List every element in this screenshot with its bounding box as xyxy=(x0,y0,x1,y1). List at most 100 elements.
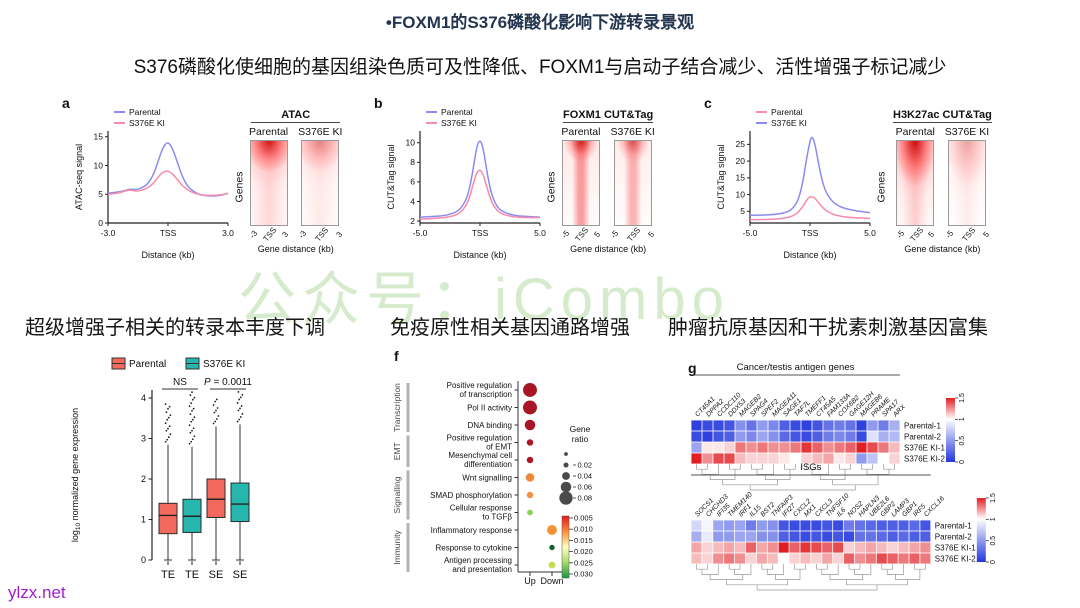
svg-text:CUT&Tag signal: CUT&Tag signal xyxy=(386,144,396,209)
svg-text:NS: NS xyxy=(173,377,187,388)
svg-text:TE: TE xyxy=(185,569,199,581)
panel-g: g Cancer/testis antigen genes CT45A1 DPPA2… xyxy=(683,358,1080,606)
page-title: •FOXM1的S376磷酸化影响下游转录景观 xyxy=(385,13,695,32)
panel-c: c 5 10 15 20 25 -5.0 TSS 5.0 CUT&Tag signal Dista… xyxy=(700,95,1015,268)
svg-text:10: 10 xyxy=(736,189,746,199)
se_box-svg: Parental S376E KI 0 1 2 3 4 log10 normalized ge… xyxy=(70,357,252,581)
svg-text:Gene: Gene xyxy=(570,424,591,434)
svg-text:5.0: 5.0 xyxy=(864,228,876,238)
svg-text:0.08: 0.08 xyxy=(578,494,593,503)
svg-text:SE: SE xyxy=(233,569,248,581)
svg-text:-3.0: -3.0 xyxy=(101,228,116,238)
svg-text:of EMT: of EMT xyxy=(486,443,512,452)
isg_hm-svg: ISGsSOCS1CHCHD3IFI35TMEM140IRF1IL15BST2T… xyxy=(691,462,997,591)
svg-text:Inflammatory response: Inflammatory response xyxy=(431,526,513,535)
svg-text:Distance (kb): Distance (kb) xyxy=(783,250,836,260)
svg-text:Positive regulation: Positive regulation xyxy=(447,434,512,443)
svg-text:Response to cytokine: Response to cytokine xyxy=(436,544,513,553)
svg-text:2: 2 xyxy=(410,216,415,226)
isg-heatmap-chart: ISGs SOCS1 CHCHD3 IFI35 TMEM140 IRF1 IL15 BST2 T… xyxy=(683,458,1080,603)
svg-text:Parental: Parental xyxy=(129,107,161,117)
svg-text:S376E KI: S376E KI xyxy=(441,118,477,128)
panel-g-label: g xyxy=(688,360,697,376)
svg-text:Parental-1: Parental-1 xyxy=(904,421,941,430)
svg-text:of transcription: of transcription xyxy=(460,390,512,399)
svg-text:TSS: TSS xyxy=(802,228,819,238)
svg-text:CXCL16: CXCL16 xyxy=(923,495,946,518)
svg-text:3.0: 3.0 xyxy=(222,228,234,238)
svg-text:ATAC-seq signal: ATAC-seq signal xyxy=(74,144,84,210)
svg-text:5: 5 xyxy=(740,206,745,216)
panel-b-label: b xyxy=(374,95,383,111)
section-header-antigen: 肿瘤抗原基因和干扰素刺激基因富集 xyxy=(668,317,988,339)
panel-f: f Transcription EMT Signalling Immunity Up Do… xyxy=(392,348,607,608)
svg-text:0.025: 0.025 xyxy=(574,558,593,567)
svg-text:0.015: 0.015 xyxy=(574,536,593,545)
watermark-ylzx: ylzx.net xyxy=(8,583,66,602)
svg-text:1.5: 1.5 xyxy=(990,493,997,503)
svg-text:5: 5 xyxy=(98,189,103,199)
svg-text:Parental-2: Parental-2 xyxy=(904,432,941,441)
svg-text:0.005: 0.005 xyxy=(574,514,593,523)
svg-text:log10 normalized gene expressi: log10 normalized gene expression xyxy=(70,408,82,542)
h3k27ac-profile-chart: 5 10 15 20 25 -5.0 TSS 5.0 CUT&Tag signal Distanc… xyxy=(714,103,876,268)
svg-text:TE: TE xyxy=(161,569,175,581)
svg-text:1: 1 xyxy=(990,517,997,521)
svg-text:Immunity: Immunity xyxy=(392,530,402,565)
svg-text:S376E KI: S376E KI xyxy=(129,118,165,128)
go-dotplot-chart: Transcription EMT Signalling Immunity Up Down… xyxy=(392,360,607,608)
svg-text:10: 10 xyxy=(94,160,104,170)
svg-text:P = 0.0011: P = 0.0011 xyxy=(204,377,252,388)
atac_profile-svg: 0 5 10 15 -3.0 TSS 3.0 ATAC-seq signal Distance … xyxy=(74,107,234,260)
svg-text:15: 15 xyxy=(736,173,746,183)
svg-text:0.04: 0.04 xyxy=(578,472,593,481)
panel-f-label: f xyxy=(394,348,399,364)
svg-text:-5.0: -5.0 xyxy=(743,228,758,238)
panel-a: a 0 5 10 15 -3.0 TSS 3.0 ATAC-seq signal Distanc… xyxy=(58,95,366,268)
svg-text:0: 0 xyxy=(990,560,997,564)
foxm1-heatmap-pair: Genes FOXM1 CUT&Tag Parental -5 TSS 5 S376E KI… xyxy=(545,109,657,254)
svg-text:0: 0 xyxy=(959,460,966,464)
svg-text:SMAD phosphorylation: SMAD phosphorylation xyxy=(430,491,512,500)
svg-text:0.010: 0.010 xyxy=(574,525,593,534)
svg-text:S376E KI: S376E KI xyxy=(203,359,245,370)
svg-text:CUT&Tag signal: CUT&Tag signal xyxy=(716,144,726,209)
svg-text:Signalling: Signalling xyxy=(392,476,402,513)
svg-text:TSS: TSS xyxy=(472,228,489,238)
svg-text:to TGFβ: to TGFβ xyxy=(483,513,513,522)
se-boxplot-chart: Parental S376E KI 0 1 2 3 4 log10 normalized ge… xyxy=(62,352,302,595)
svg-text:8: 8 xyxy=(410,157,415,167)
svg-text:Parental-2: Parental-2 xyxy=(935,532,972,541)
svg-text:0: 0 xyxy=(98,218,103,228)
panel-c-label: c xyxy=(704,95,712,111)
svg-text:EMT: EMT xyxy=(392,442,402,460)
svg-text:S376E KI-1: S376E KI-1 xyxy=(935,543,976,552)
svg-text:S376E KI-2: S376E KI-2 xyxy=(904,454,945,463)
panel-boxplot: Parental S376E KI 0 1 2 3 4 log10 normalized ge… xyxy=(62,352,302,595)
svg-text:2: 2 xyxy=(141,474,146,484)
svg-text:0.02: 0.02 xyxy=(578,461,593,470)
svg-text:S376E KI-1: S376E KI-1 xyxy=(904,443,945,452)
svg-text:Cancer/testis antigen genes: Cancer/testis antigen genes xyxy=(737,362,855,373)
svg-text:TSS: TSS xyxy=(160,228,177,238)
svg-text:Pol II activity: Pol II activity xyxy=(467,404,512,413)
svg-text:SE: SE xyxy=(209,569,224,581)
svg-text:1: 1 xyxy=(141,515,146,525)
go_dot-svg: Transcription EMT Signalling Immunity Up Down… xyxy=(392,381,593,586)
svg-text:and presentation: and presentation xyxy=(452,565,512,574)
svg-text:6: 6 xyxy=(410,177,415,187)
svg-text:ratio: ratio xyxy=(572,434,589,444)
svg-text:15: 15 xyxy=(94,132,104,142)
svg-text:Positive regulation: Positive regulation xyxy=(447,381,512,390)
svg-text:25: 25 xyxy=(736,139,746,149)
svg-text:0.5: 0.5 xyxy=(990,536,997,546)
atac-profile-chart: 0 5 10 15 -3.0 TSS 3.0 ATAC-seq signal Distance … xyxy=(72,103,234,268)
svg-text:Up: Up xyxy=(524,576,536,586)
svg-text:Wnt signalling: Wnt signalling xyxy=(462,474,512,483)
svg-text:Distance (kb): Distance (kb) xyxy=(141,250,194,260)
svg-text:Mesenchymal cell: Mesenchymal cell xyxy=(448,451,512,460)
section-header-se: 超级增强子相关的转录本丰度下调 xyxy=(25,317,325,339)
svg-text:3: 3 xyxy=(141,434,146,444)
svg-text:Down: Down xyxy=(540,576,563,586)
page-subtitle: S376磷酸化使细胞的基因组染色质可及性降低、FOXM1与启动子结合减少、活性增… xyxy=(133,57,947,78)
